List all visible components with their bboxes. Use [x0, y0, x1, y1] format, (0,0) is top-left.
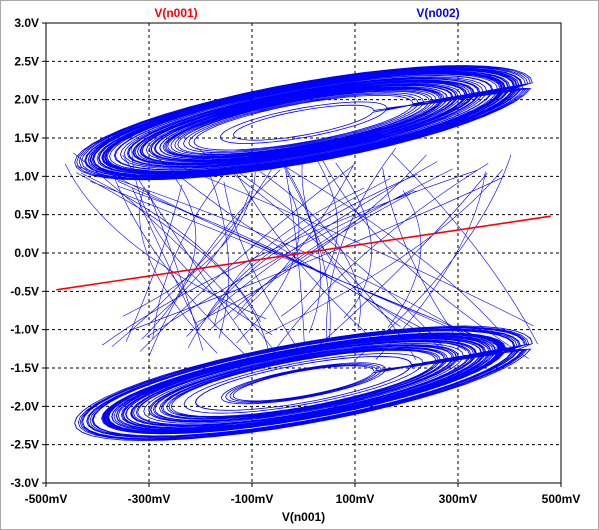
- legend-label-vn001: V(n001): [154, 6, 197, 20]
- y-tick-label: -3.0V: [10, 476, 39, 490]
- y-tick-label: 3.0V: [14, 16, 39, 30]
- x-tick-label: -300mV: [128, 492, 171, 506]
- legend: V(n001) V(n002): [154, 6, 459, 20]
- trace-vn002-upper-lobe: [74, 65, 533, 181]
- trace-vn001: [56, 215, 551, 291]
- traces: [56, 65, 551, 442]
- trace-vn002-lower-lobe: [74, 325, 533, 442]
- y-tick-label: -2.5V: [10, 438, 39, 452]
- x-tick-label: -500mV: [25, 492, 68, 506]
- y-tick-label: 2.0V: [14, 93, 39, 107]
- y-tick-label: -0.5V: [10, 284, 39, 298]
- x-axis-title: V(n001): [282, 510, 325, 524]
- trace-vn002-transitions: [64, 145, 538, 361]
- y-axis-ticks: 3.0V 2.5V 2.0V 1.5V 1.0V 0.5V 0.0V -0.5V -1.0V -1…: [10, 16, 46, 490]
- x-tick-label: 300mV: [439, 492, 478, 506]
- legend-label-vn002: V(n002): [416, 6, 459, 20]
- x-tick-label: 500mV: [542, 492, 581, 506]
- y-tick-label: 2.5V: [14, 54, 39, 68]
- y-tick-label: 0.0V: [14, 246, 39, 260]
- x-axis-ticks: -500mV -300mV -100mV 100mV 300mV 500mV: [25, 483, 581, 506]
- x-tick-label: -100mV: [231, 492, 274, 506]
- y-tick-label: -2.0V: [10, 399, 39, 413]
- y-tick-label: -1.0V: [10, 323, 39, 337]
- y-tick-label: 1.5V: [14, 131, 39, 145]
- y-tick-label: -1.5V: [10, 361, 39, 375]
- x-tick-label: 100mV: [336, 492, 375, 506]
- y-tick-label: 0.5V: [14, 208, 39, 222]
- y-tick-label: 1.0V: [14, 169, 39, 183]
